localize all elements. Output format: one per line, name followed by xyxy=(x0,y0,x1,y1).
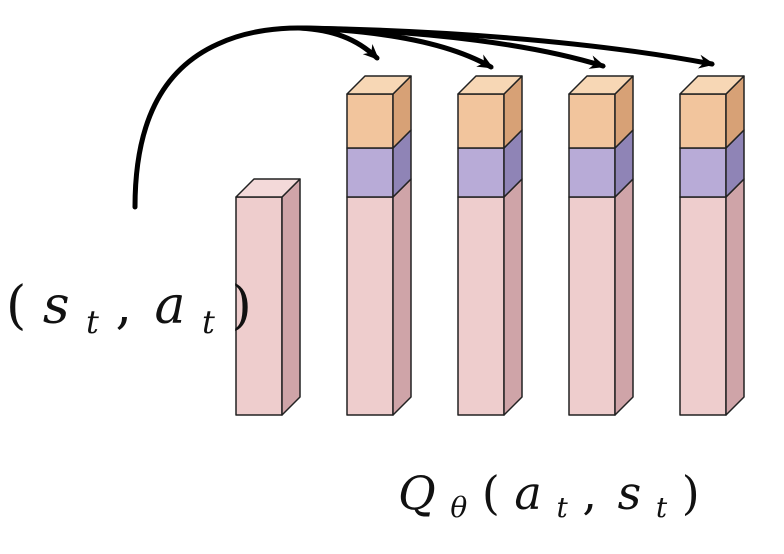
output-q-subscript: θ xyxy=(450,491,467,524)
input-s-subscript: t xyxy=(86,303,99,341)
output-a-subscript: t xyxy=(556,491,568,524)
input-comma: , xyxy=(115,276,132,336)
output-bar-3-middle-front xyxy=(568,147,616,198)
output-a: a xyxy=(514,466,541,520)
output-q: Q xyxy=(398,466,436,520)
input-bar xyxy=(235,178,301,416)
output-bar-3-top-face xyxy=(568,75,634,95)
output-bar-1-top-front xyxy=(346,93,394,149)
output-bar-4-base-front xyxy=(679,196,727,416)
output-bar-1-base-front xyxy=(346,196,394,416)
input-bar-base-side xyxy=(281,178,301,416)
output-bar-1-base-side xyxy=(392,178,412,416)
arrow-to-bar-3 xyxy=(302,25,606,69)
output-bar-2-top-front xyxy=(457,93,505,149)
main-arrow xyxy=(132,25,715,210)
output-bar-4-top-front xyxy=(679,93,727,149)
output-bar-2-top-face xyxy=(457,75,523,95)
input-close-paren: ) xyxy=(231,276,251,336)
output-bar-4 xyxy=(679,75,745,416)
output-bar-1 xyxy=(346,75,412,416)
output-bar-1-middle-front xyxy=(346,147,394,198)
input-s: s xyxy=(43,276,70,336)
output-open-paren: ( xyxy=(482,466,500,520)
input-open-paren: ( xyxy=(6,276,26,336)
input-a-subscript: t xyxy=(202,303,215,341)
bar-group xyxy=(235,75,745,416)
output-bar-2-middle-front xyxy=(457,147,505,198)
output-bar-3-base-side xyxy=(614,178,634,416)
input-bar-top-face xyxy=(235,178,301,198)
output-bar-2-base-side xyxy=(503,178,523,416)
output-bar-3 xyxy=(568,75,634,416)
output-label: Q θ ( a t , s t ) xyxy=(398,466,700,528)
output-close-paren: ) xyxy=(682,466,700,520)
output-bar-1-top-face xyxy=(346,75,412,95)
output-bar-3-top-front xyxy=(568,93,616,149)
arrow-group xyxy=(132,25,715,210)
output-bar-3-base-front xyxy=(568,196,616,416)
output-s: s xyxy=(618,466,642,520)
input-a: a xyxy=(155,276,186,336)
output-bar-2-base-front xyxy=(457,196,505,416)
output-bar-4-base-side xyxy=(725,178,745,416)
output-s-subscript: t xyxy=(656,491,668,524)
output-bar-4-middle-front xyxy=(679,147,727,198)
input-label: ( s t , a t ) xyxy=(6,276,252,346)
output-comma: , xyxy=(582,466,597,520)
output-bar-2 xyxy=(457,75,523,416)
output-bar-4-top-face xyxy=(679,75,745,95)
